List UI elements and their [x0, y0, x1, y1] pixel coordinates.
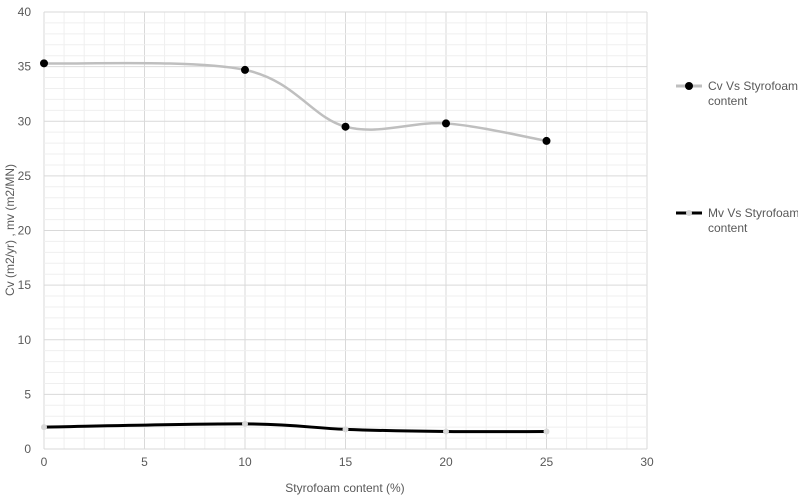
legend-label: content [708, 94, 748, 108]
legend-label: content [708, 221, 748, 235]
y-tick-label: 0 [24, 442, 31, 456]
data-point [543, 428, 550, 435]
y-tick-label: 15 [18, 278, 32, 292]
series-line [43, 61, 547, 143]
data-point [40, 59, 48, 68]
x-tick-label: 30 [640, 455, 654, 469]
x-tick-label: 5 [141, 455, 148, 469]
legend-label: Mv Vs Styrofoam [708, 206, 798, 220]
y-tick-label: 5 [24, 387, 31, 401]
data-point [242, 420, 248, 427]
y-tick-label: 30 [18, 114, 32, 128]
data-point [442, 119, 450, 128]
data-point [241, 65, 249, 74]
legend-label: Cv Vs Styrofoam [708, 79, 798, 93]
data-point [342, 426, 349, 433]
legend-marker [686, 210, 692, 216]
x-axis-label: Styrofoam content (%) [285, 481, 404, 495]
legend-marker [685, 82, 693, 90]
gridlines [43, 11, 648, 450]
x-tick-label: 20 [439, 455, 453, 469]
x-tick-label: 0 [41, 455, 48, 469]
data-point [341, 122, 350, 131]
series-line [43, 422, 547, 434]
data-point [41, 424, 47, 431]
y-axis-label: Cv (m2/yr) , mv (m2/MN) [3, 164, 17, 296]
x-tick-label: 25 [540, 455, 554, 469]
y-tick-label: 10 [18, 333, 32, 347]
y-tick-label: 25 [18, 169, 32, 183]
tick-labels: 0 5 10 15 20 25 30 0 5 10 15 20 25 30 35 40 [18, 5, 654, 469]
series-group [40, 59, 551, 435]
x-tick-label: 15 [339, 455, 353, 469]
y-tick-label: 20 [18, 224, 32, 238]
y-tick-label: 40 [18, 5, 32, 19]
y-tick-label: 35 [18, 60, 32, 74]
data-point [443, 428, 449, 435]
x-tick-label: 10 [238, 455, 252, 469]
data-point [542, 136, 551, 145]
